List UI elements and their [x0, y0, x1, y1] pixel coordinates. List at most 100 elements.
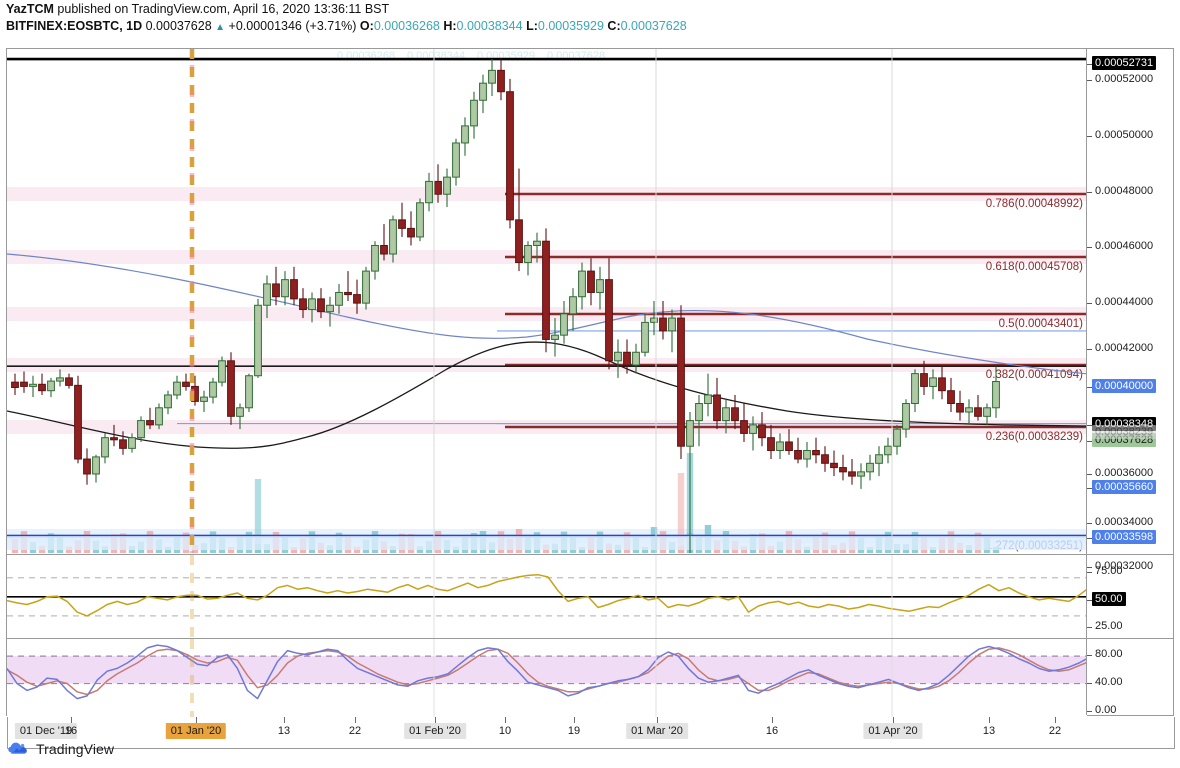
price-axis-main[interactable]: 0.00052731 0.00052000 0.00050000 0.00048000…: [1087, 49, 1173, 572]
candle-body: [569, 296, 577, 315]
candle-body: [272, 283, 280, 298]
tick-mark: [1087, 473, 1092, 475]
volume-bar-spike: [254, 479, 262, 553]
date-tick: [989, 717, 990, 723]
rsi-pane[interactable]: [7, 554, 1087, 638]
candle-body: [452, 142, 460, 178]
fib-1272-band: [7, 536, 1087, 550]
price-axis-label[interactable]: 0.00052731: [1092, 56, 1157, 70]
moving-average-blue: [7, 253, 1087, 375]
date-axis[interactable]: 01 Dec '19 16 01 Jan '20 13 22 01 Feb '20 10 19…: [7, 717, 1175, 749]
candle-body: [911, 373, 919, 405]
candle-body: [713, 394, 721, 422]
candle-body: [65, 377, 73, 386]
stochastic-pane[interactable]: [7, 638, 1087, 717]
price-axis-label[interactable]: 0.00040000: [1092, 379, 1157, 393]
tick-mark: [1087, 348, 1092, 350]
candle-body: [605, 279, 613, 362]
candle-body: [362, 270, 370, 304]
candle-body: [902, 403, 910, 430]
date-tick: [284, 717, 285, 723]
candle-body: [803, 449, 811, 460]
tick-mark: [1087, 63, 1092, 65]
stoch-axis-label: 40.00: [1095, 676, 1123, 688]
price-pane[interactable]: 0.00036268 0.00038344 0.00035929 0.00037628…: [7, 49, 1087, 553]
tick-mark: [1087, 571, 1092, 573]
high-key: H:: [443, 19, 457, 33]
price-axis-stochastic[interactable]: 80.00 40.00 0.00: [1087, 638, 1173, 717]
candle-body: [281, 279, 289, 298]
candle-body: [749, 424, 757, 434]
price-axis-label[interactable]: 0.00035660: [1092, 480, 1157, 494]
candle-body: [740, 420, 748, 434]
candle-body: [983, 407, 991, 417]
chart-frame: 0.00036268 0.00038344 0.00035929 0.00037628…: [6, 48, 1175, 749]
date-axis-label: 16: [64, 725, 78, 737]
candle-body: [29, 383, 37, 387]
date-axis-label: 01 Mar '20: [626, 723, 688, 739]
candle-body: [434, 180, 442, 195]
tick-mark: [1087, 537, 1092, 539]
date-axis-label: 13: [982, 725, 996, 737]
candle-body: [938, 377, 946, 392]
candle-body: [533, 240, 541, 246]
candle-body: [407, 227, 415, 238]
candle-body: [974, 407, 982, 417]
low-value: 0.00035929: [537, 19, 604, 33]
candle-body: [416, 202, 424, 238]
footer-branding: TradingView: [8, 740, 114, 757]
price-axis-label: 0.00032000: [1095, 560, 1154, 572]
tradingview-wordmark: TradingView: [36, 740, 115, 757]
candle-body: [821, 454, 829, 464]
candle-body: [920, 373, 928, 387]
date-axis-label: 22: [1048, 725, 1062, 737]
candle-body: [659, 317, 667, 332]
date-axis-label: 22: [348, 725, 362, 737]
price-axis-column[interactable]: 0.00052731 0.00052000 0.00050000 0.00048000…: [1086, 49, 1173, 717]
price-axis-label: 0.00044000: [1095, 296, 1154, 308]
candle-body: [398, 219, 406, 229]
tick-mark: [1087, 682, 1092, 684]
candle-body: [335, 291, 343, 306]
candle-body: [578, 270, 586, 298]
candle-body: [632, 351, 640, 366]
candle-body: [371, 244, 379, 272]
tick-mark: [1087, 626, 1092, 628]
candle-body: [686, 420, 694, 447]
candle-body: [227, 360, 235, 417]
candle-body: [614, 351, 622, 362]
candle-body: [11, 381, 19, 388]
candle-body: [515, 219, 523, 264]
high-value: 0.00038344: [456, 19, 523, 33]
candle-body: [146, 420, 154, 426]
candle-body: [83, 458, 91, 475]
candle-body: [218, 360, 226, 383]
candle-body: [182, 381, 190, 387]
fib-level-label: 0.5(0.00043401): [999, 318, 1084, 330]
candle-body: [641, 321, 649, 353]
rsi-axis-label: 75.00: [1095, 565, 1123, 577]
stochastic-k-line: [7, 644, 1087, 700]
rsi-axis-label[interactable]: 50.00: [1092, 592, 1126, 606]
publish-text: published on TradingView.com, April 16, …: [57, 2, 390, 16]
close-value: 0.00037628: [620, 19, 687, 33]
author-name: YazTCM: [6, 2, 54, 16]
chart-header: YazTCM published on TradingView.com, Apr…: [6, 2, 1180, 35]
candle-body: [200, 396, 208, 402]
candle-body: [74, 384, 82, 460]
tick-mark: [1087, 135, 1092, 137]
tick-mark: [1087, 522, 1092, 524]
tick-mark: [1087, 654, 1092, 656]
tick-mark: [1087, 424, 1092, 426]
price-axis-label[interactable]: 0.00033598: [1092, 530, 1157, 544]
price-axis-rsi[interactable]: 75.00 50.00 25.00: [1087, 554, 1173, 638]
candle-body: [767, 437, 775, 451]
candle-body: [20, 381, 28, 387]
date-axis-label: 01 Apr '20: [863, 723, 923, 739]
price-axis-label: 0.00046000: [1095, 240, 1154, 252]
candle-body: [317, 298, 325, 313]
candle-body: [389, 219, 397, 255]
price-axis-label: 0.00036000: [1095, 467, 1154, 479]
candle-body: [236, 407, 244, 417]
